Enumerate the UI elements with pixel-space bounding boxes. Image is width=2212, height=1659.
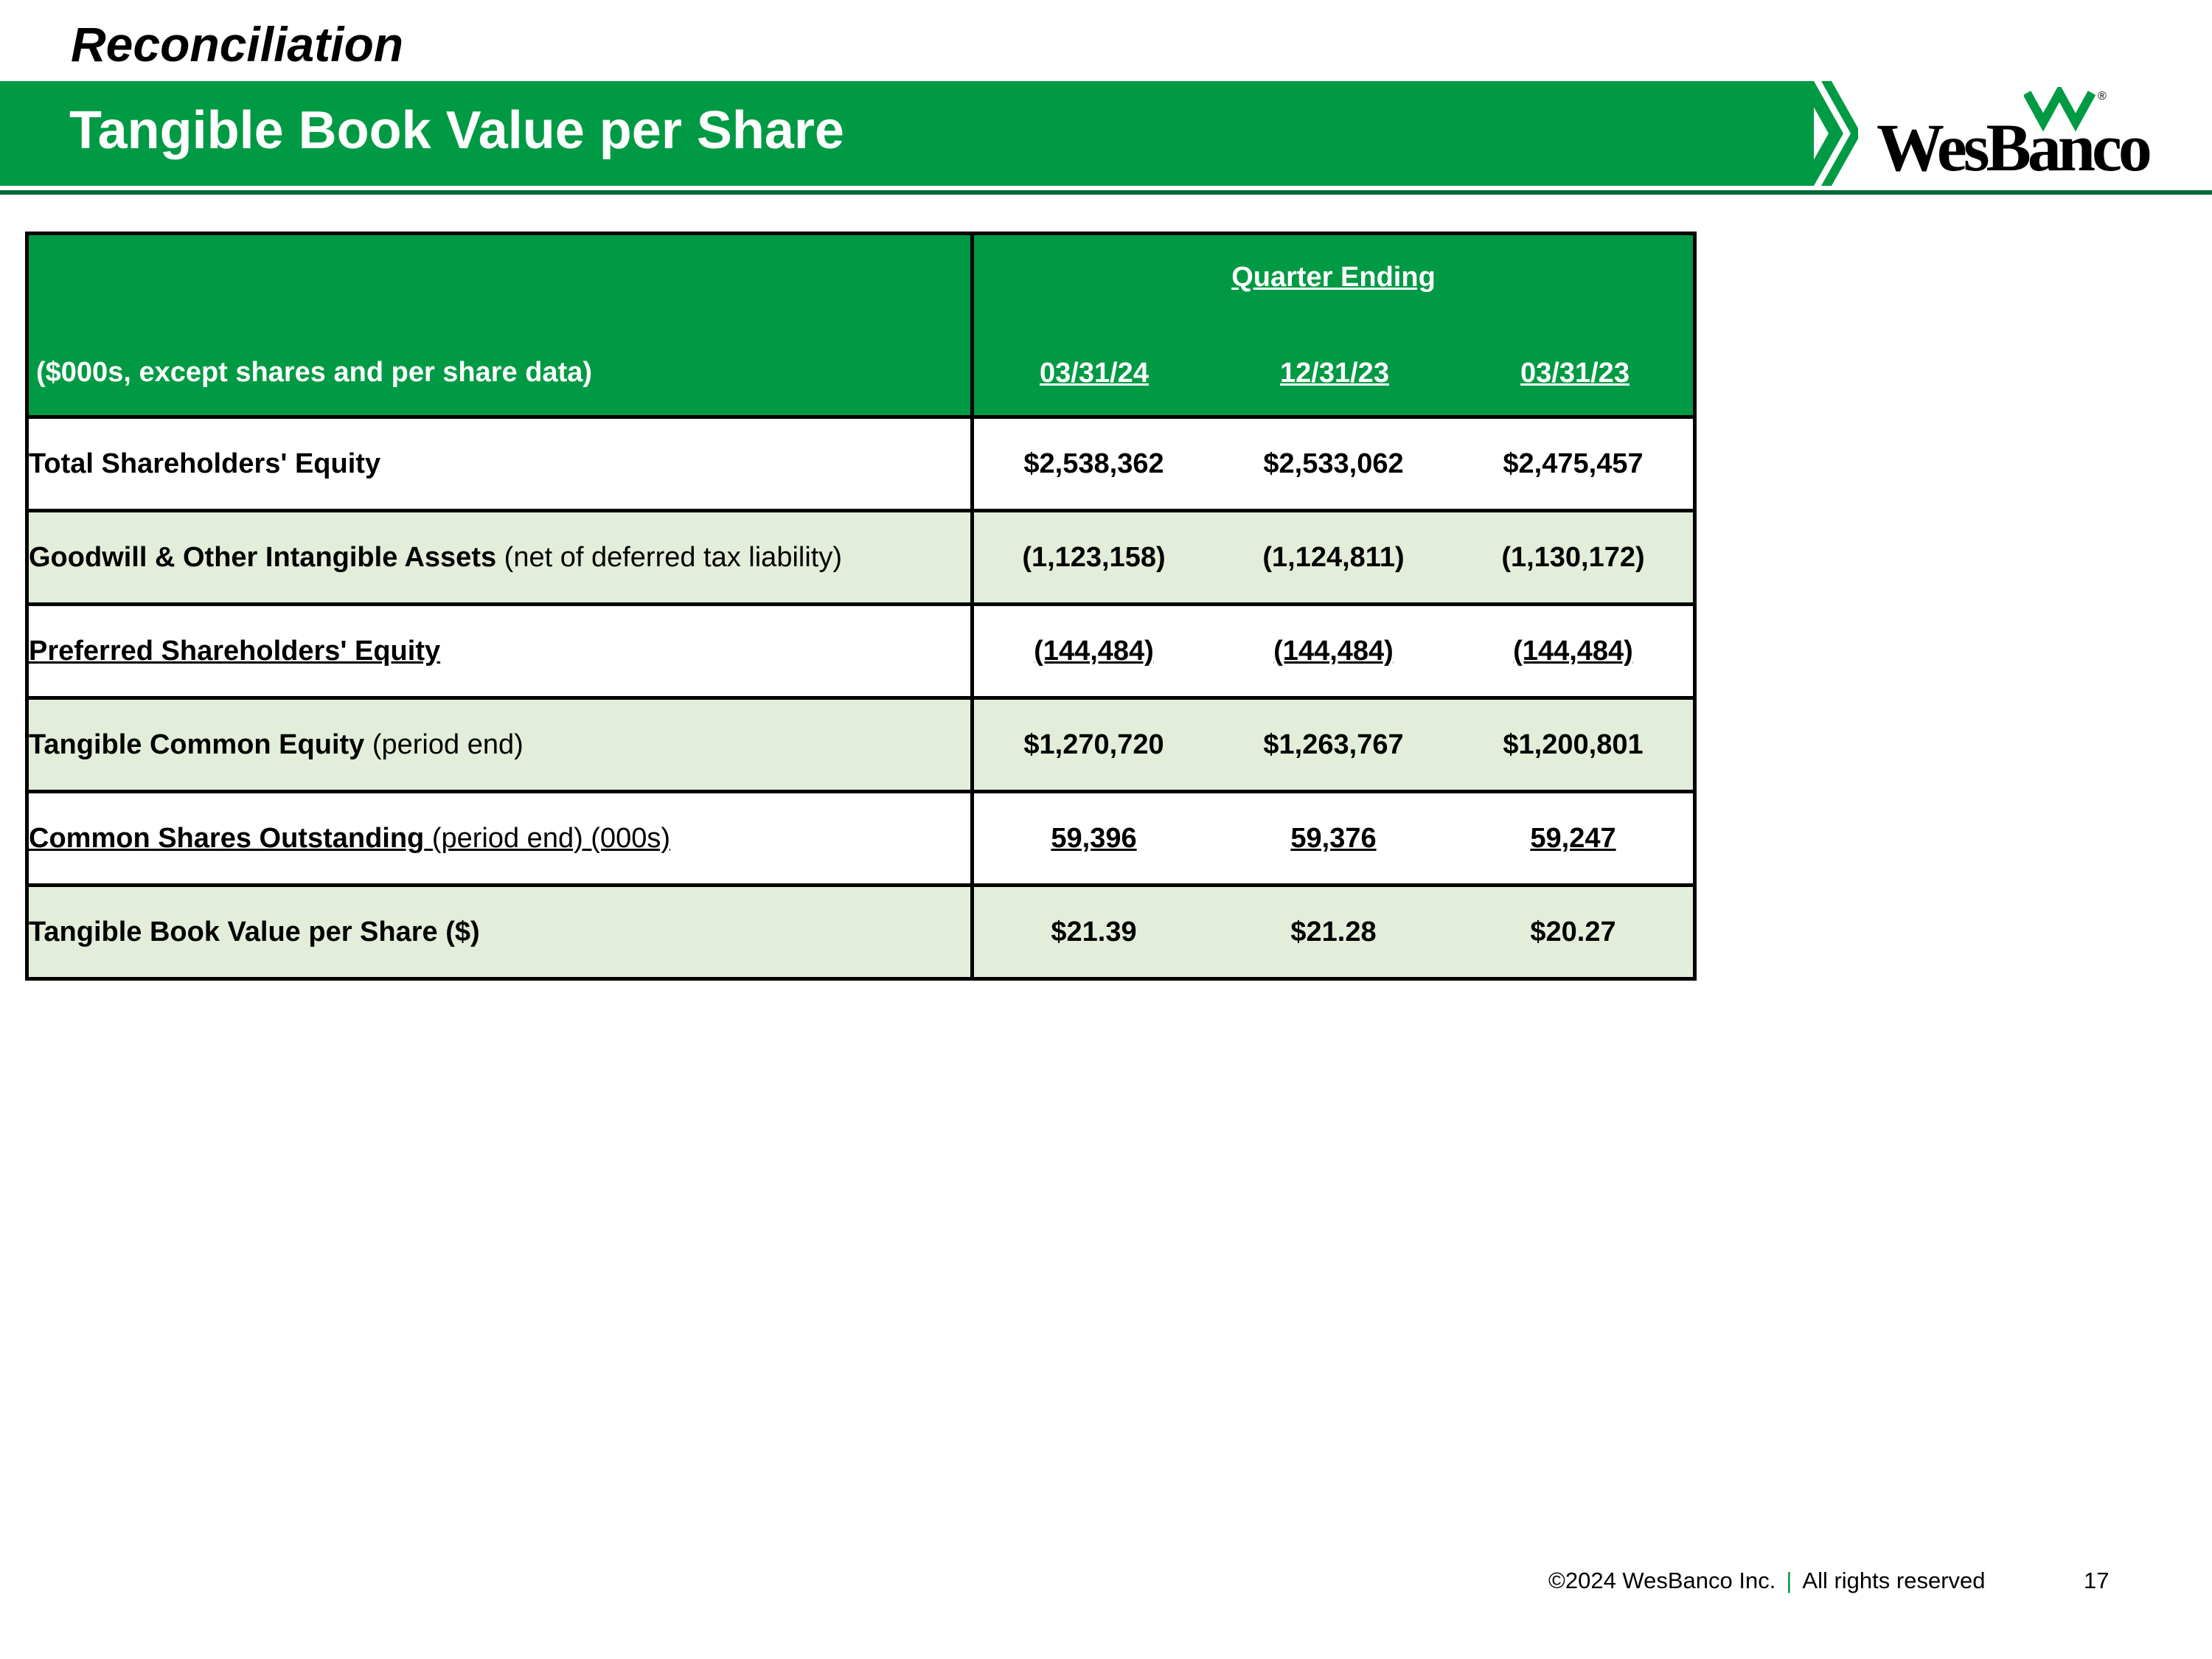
footer-separator: |: [1786, 1568, 1792, 1593]
tbv-reconciliation-table: ($000s, except shares and per share data…: [25, 232, 1697, 981]
page-title: Tangible Book Value per Share: [69, 101, 844, 160]
value-cell: $20.27: [1530, 916, 1616, 947]
row-label-note: (period end): [364, 728, 524, 760]
row-label-text: Common Shares Outstanding: [29, 822, 425, 854]
value-cell: $2,475,457: [1503, 448, 1644, 479]
row-label: Common Shares Outstanding (period end) (…: [25, 790, 974, 887]
row-values: (144,484) (144,484) (144,484): [970, 602, 1697, 700]
row-label-text: Total Shareholders' Equity: [29, 448, 381, 479]
row-label-text: Goodwill & Other Intangible Assets: [29, 541, 497, 573]
row-values: 59,396 59,376 59,247: [970, 790, 1697, 887]
row-label: Tangible Common Equity (period end): [25, 696, 974, 793]
row-label: Preferred Shareholders' Equity: [25, 602, 974, 700]
period-header-cell: Quarter Ending 03/31/24 12/31/23 03/31/2…: [970, 232, 1697, 419]
wesbanco-logo: ® WesBanco: [1877, 87, 2152, 183]
header-divider: [0, 190, 2212, 195]
row-label-note: (period end) (000s): [424, 822, 671, 854]
row-label-text: Tangible Book Value per Share ($): [29, 916, 480, 947]
value-cell: 59,247: [1530, 822, 1616, 854]
units-header-cell: ($000s, except shares and per share data…: [25, 232, 974, 419]
table-row: Total Shareholders' Equity $2,538,362 $2…: [25, 415, 1697, 512]
banner-chevron-icon: [1799, 81, 1858, 186]
row-label: Total Shareholders' Equity: [25, 415, 974, 512]
value-cell: (1,130,172): [1501, 541, 1645, 573]
section-kicker: Reconciliation: [71, 17, 404, 72]
row-label-note: (net of deferred tax liability): [496, 541, 842, 573]
table-row: Goodwill & Other Intangible Assets (net …: [25, 509, 1697, 606]
title-banner: [0, 81, 1814, 186]
value-cell: (1,124,811): [1262, 541, 1405, 573]
units-label: ($000s, except shares and per share data…: [36, 357, 593, 388]
table-row: Common Shares Outstanding (period end) (…: [25, 790, 1697, 887]
page-number: 17: [2084, 1568, 2110, 1593]
period-heading: 03/31/23: [1520, 358, 1630, 389]
row-label-text: Tangible Common Equity: [29, 728, 365, 760]
value-cell: 59,396: [1051, 822, 1137, 854]
value-cell: $1,270,720: [1023, 728, 1164, 760]
logo-registered-mark: ®: [2098, 90, 2107, 102]
value-cell: (1,123,158): [1022, 541, 1166, 573]
copyright-text: ©2024 WesBanco Inc.: [1548, 1568, 1776, 1593]
value-cell: 59,376: [1290, 822, 1377, 854]
value-cell: $1,263,767: [1263, 728, 1404, 760]
row-label: Tangible Book Value per Share ($): [25, 883, 974, 981]
row-label-text: Preferred Shareholders' Equity: [29, 635, 441, 667]
row-label: Goodwill & Other Intangible Assets (net …: [25, 509, 974, 606]
period-heading: 03/31/24: [1040, 358, 1149, 389]
table-row: Preferred Shareholders' Equity (144,484)…: [25, 602, 1697, 700]
value-cell: (144,484): [1273, 635, 1394, 667]
row-values: $21.39 $21.28 $20.27: [970, 883, 1697, 981]
row-values: $1,270,720 $1,263,767 $1,200,801: [970, 696, 1697, 793]
period-heading: 12/31/23: [1280, 358, 1389, 389]
row-values: (1,123,158) (1,124,811) (1,130,172): [970, 509, 1697, 606]
footer-copyright: ©2024 WesBanco Inc. | All rights reserved: [1548, 1568, 2116, 1594]
value-cell: $1,200,801: [1503, 728, 1644, 760]
value-cell: $21.28: [1290, 916, 1377, 947]
value-cell: (144,484): [1513, 635, 1633, 667]
rights-text: All rights reserved: [1802, 1568, 1986, 1593]
value-cell: $21.39: [1051, 916, 1137, 947]
logo-wordmark: WesBanco: [1877, 110, 2152, 185]
value-cell: (144,484): [1034, 635, 1154, 667]
quarter-ending-heading: Quarter Ending: [1231, 262, 1436, 293]
table-row: Tangible Book Value per Share ($) $21.39…: [25, 883, 1697, 981]
value-cell: $2,533,062: [1263, 448, 1404, 479]
table-header-row: ($000s, except shares and per share data…: [25, 232, 1697, 419]
row-values: $2,538,362 $2,533,062 $2,475,457: [970, 415, 1697, 512]
table-row: Tangible Common Equity (period end) $1,2…: [25, 696, 1697, 793]
value-cell: $2,538,362: [1023, 448, 1164, 479]
logo-chevron-mark-icon: [2024, 87, 2096, 132]
